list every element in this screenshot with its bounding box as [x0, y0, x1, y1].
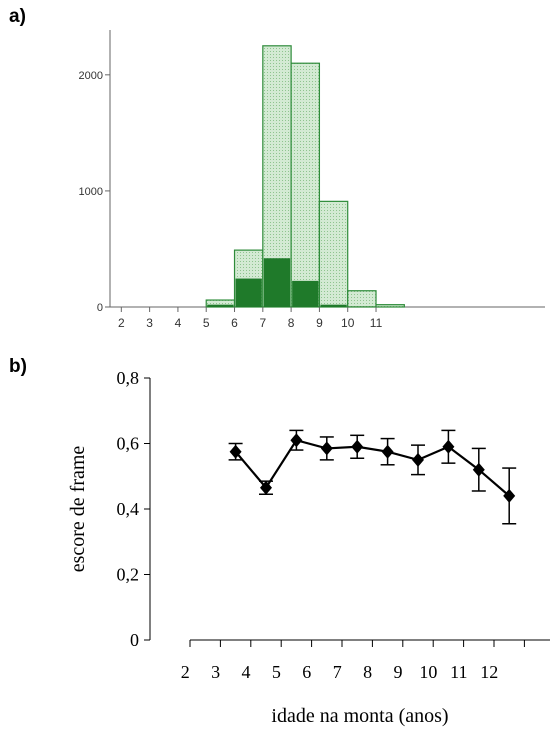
x-tick-label: 6	[302, 662, 311, 682]
x-tick-label: 9	[316, 316, 323, 330]
y-tick-label: 0	[97, 302, 103, 314]
x-tick-label: 7	[333, 662, 342, 682]
histogram-bar	[347, 290, 377, 308]
y-axis-title: escore de frame	[67, 446, 89, 573]
x-tick-label: 5	[272, 662, 281, 682]
x-tick-label: 9	[394, 662, 403, 682]
y-tick-label: 0	[130, 630, 139, 650]
x-axis-title: idade na monta (anos)	[271, 705, 448, 727]
series-line	[234, 438, 510, 497]
panel-b-label: b)	[9, 356, 27, 377]
x-tick-label: 10	[419, 662, 437, 682]
x-tick-label: 8	[363, 662, 372, 682]
data-point-marker	[442, 439, 455, 454]
histogram-bar-highlight	[235, 278, 262, 307]
x-tick-label: 8	[288, 316, 295, 330]
data-point-marker	[320, 441, 333, 456]
x-tick-label: 11	[450, 662, 467, 682]
data-point-marker	[260, 480, 272, 495]
x-tick-label: 5	[203, 316, 210, 330]
x-tick-label: 4	[242, 662, 251, 682]
data-point-marker	[381, 444, 394, 459]
x-tick-label: 12	[480, 662, 498, 682]
data-point-marker	[412, 452, 424, 467]
histogram-bar	[290, 62, 321, 308]
histogram-bar	[375, 304, 405, 308]
x-tick-label: 11	[370, 316, 383, 330]
x-tick-label: 3	[211, 662, 220, 682]
histogram-bar	[318, 200, 349, 308]
x-tick-label: 7	[259, 316, 266, 330]
x-tick-label: 6	[231, 316, 238, 330]
x-tick-label: 2	[181, 662, 190, 682]
x-tick-label: 3	[146, 316, 153, 330]
data-point-marker	[472, 462, 485, 477]
x-axis-title: FRAME_V	[315, 343, 376, 345]
histogram-bar-highlight	[207, 304, 234, 307]
data-point-marker	[290, 433, 303, 448]
x-tick-label: 10	[341, 316, 355, 330]
histogram-bar-highlight	[320, 304, 347, 307]
panel-a-label: a)	[9, 6, 26, 27]
data-point-marker	[229, 444, 242, 459]
y-tick-label: 0,2	[117, 565, 140, 585]
y-tick-label: 1000	[79, 186, 103, 198]
y-tick-label: 0,4	[117, 499, 140, 519]
data-point-marker	[351, 439, 364, 454]
histogram-chart: 0 1000 2000 2 3 4 5 6 7 8 9 10 11 FRAME_V	[79, 30, 545, 345]
histogram-bar-highlight	[348, 306, 376, 307]
data-point-marker	[503, 488, 516, 503]
x-tick-label: 4	[175, 316, 182, 330]
x-tick-label: 2	[118, 316, 125, 330]
histogram-bar-highlight	[263, 258, 291, 307]
y-tick-label: 0,6	[117, 434, 140, 454]
histogram-bar-highlight	[292, 280, 319, 307]
y-tick-label: 2000	[79, 70, 103, 82]
y-tick-label: 0,8	[117, 368, 140, 388]
line-chart: 0 0,2 0,4 0,6 0,8 2 3 4 5 6 7 8 9 10 11 12 idade na mont…	[67, 368, 550, 727]
